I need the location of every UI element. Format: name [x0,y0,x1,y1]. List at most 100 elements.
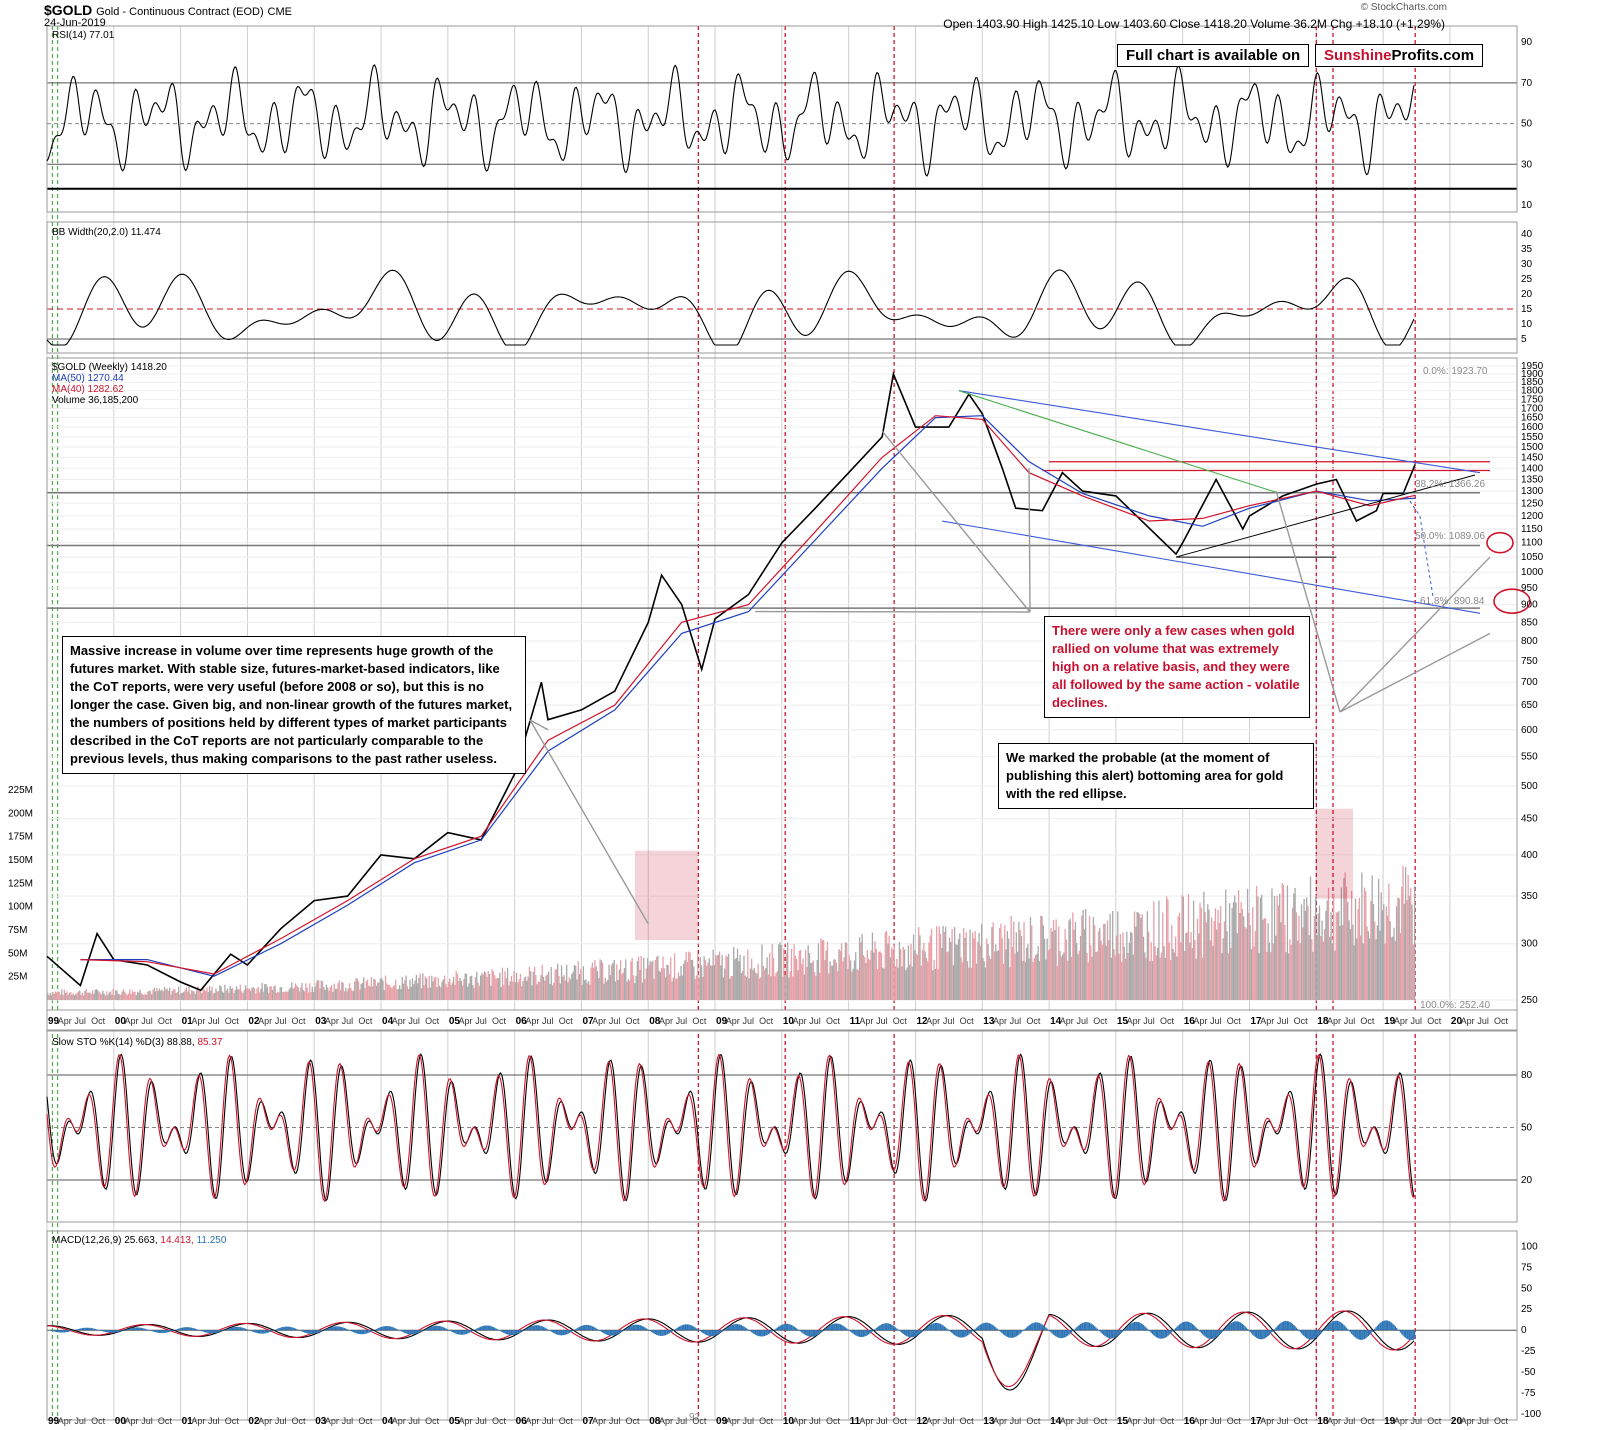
year-tick-label: 16 [1184,1016,1196,1027]
macd-hist-bar [888,1323,890,1331]
volume-bar [594,960,596,1000]
brand-link[interactable]: SunshineProfits.com [1315,44,1484,67]
volume-bar [1112,911,1114,1000]
macd-hist-bar [910,1330,912,1338]
volume-bar [296,985,298,1000]
macd-hist-bar [961,1330,964,1338]
macd-hist-bar [914,1330,916,1337]
volume-bar [208,986,211,1000]
macd-hist-bar [253,1330,256,1333]
fib-100-label: 100.0%: 252.40 [1420,1000,1491,1011]
month-tick-label: Jul [1477,1416,1489,1426]
macd-hist-bar [1025,1327,1028,1331]
macd-hist-bar [183,1327,185,1331]
volume-bar [58,992,60,1000]
volume-bar [221,991,224,1000]
volume-bar [622,972,624,1000]
volume-bar [596,971,599,1000]
macd-hist-bar [820,1330,822,1333]
macd-hist-bar [205,1330,207,1333]
volume-bar [822,939,825,1000]
volume-bar [517,982,519,1000]
volume-bar [735,957,737,1000]
volume-bar [1036,953,1038,1000]
month-tick-label: Jul [408,1016,420,1026]
volume-bar [862,955,865,1000]
volume-bar [1347,901,1349,1000]
volume-bar [1086,953,1088,1000]
volume-bar [612,962,614,1000]
volume-bar [532,971,534,1000]
macd-hist-bar [95,1329,98,1331]
volume-bar [974,931,976,1000]
macd-hist-bar [709,1330,712,1337]
macd-hist-bar [903,1330,906,1335]
macd-hist-bar [1128,1324,1131,1331]
macd-line-1 [46,1310,1415,1388]
volume-bar [1054,930,1056,1000]
macd-hist-bar [479,1326,482,1331]
volume-bar [261,982,263,1000]
macd-hist-bar [229,1327,231,1331]
macd-hist-bar [203,1330,206,1333]
volume-bar [461,985,464,1000]
macd-hist-bar [1103,1330,1105,1336]
price-tick-label: 1700 [1521,403,1544,414]
volume-bar [1363,887,1366,1000]
macd-hist-bar [1149,1330,1151,1332]
volume-bar [450,984,452,1000]
volume-bar [226,988,229,1000]
volume-bar [413,984,415,1000]
volume-bar [1395,906,1398,1000]
volume-bar [1181,895,1183,1000]
ticker: $GOLD [44,2,93,18]
volume-bar [201,993,203,1000]
macd-hist-bar [763,1330,766,1337]
macd-hist-bar [111,1330,113,1333]
volume-bar [75,994,77,1000]
volume-bar [733,947,735,1000]
macd-hist-bar [1390,1322,1393,1331]
month-tick-label: Apr [1193,1016,1207,1026]
volume-bar [89,992,91,1000]
volume-bar [1359,935,1362,1000]
macd-hist-bar [275,1329,277,1331]
fib-50-label: 50.0%: 1089.06 [1415,531,1486,542]
volume-bar [960,957,962,1000]
volume-bar [1032,961,1034,1000]
macd-hist-bar [1403,1330,1405,1337]
macd-hist-bar [815,1330,817,1336]
macd-hist-bar [608,1330,610,1336]
year-tick-label: 15 [1117,1016,1129,1027]
volume-bar [905,970,907,1000]
macd-hist-bar [450,1330,452,1332]
volume-bar [1013,921,1015,1000]
macd-hist-bar [726,1327,728,1331]
macd-hist-bar [524,1329,527,1331]
volume-bar [153,987,155,1000]
macd-hist-bar [370,1330,373,1332]
volume-bar [1289,939,1291,1000]
volume-bar [224,984,226,1000]
macd-hist-bar [464,1330,466,1335]
macd-hist-bar [595,1328,597,1331]
volume-bar [121,991,123,1000]
volume-bar [473,987,475,1000]
volume-bar [346,991,348,1000]
macd-hist-bar [946,1328,948,1331]
price-tick-label: 1750 [1521,394,1544,405]
macd-hist-bar [996,1328,998,1331]
macd-hist-bar [1006,1330,1008,1337]
volume-bar [1141,914,1143,1000]
volume-bar [784,975,786,1000]
volume-bar [853,960,856,1000]
volume-bar [774,976,776,1000]
macd-hist-bar [921,1330,924,1332]
macd-hist-bar [133,1327,135,1331]
macd-hist-bar [749,1330,752,1332]
macd-hist-bar [735,1324,737,1331]
macd-hist-bar [102,1330,104,1332]
macd-hist-bar [621,1330,623,1332]
volume-bar [790,948,793,1000]
brand-part1: Sunshine [1324,47,1392,64]
